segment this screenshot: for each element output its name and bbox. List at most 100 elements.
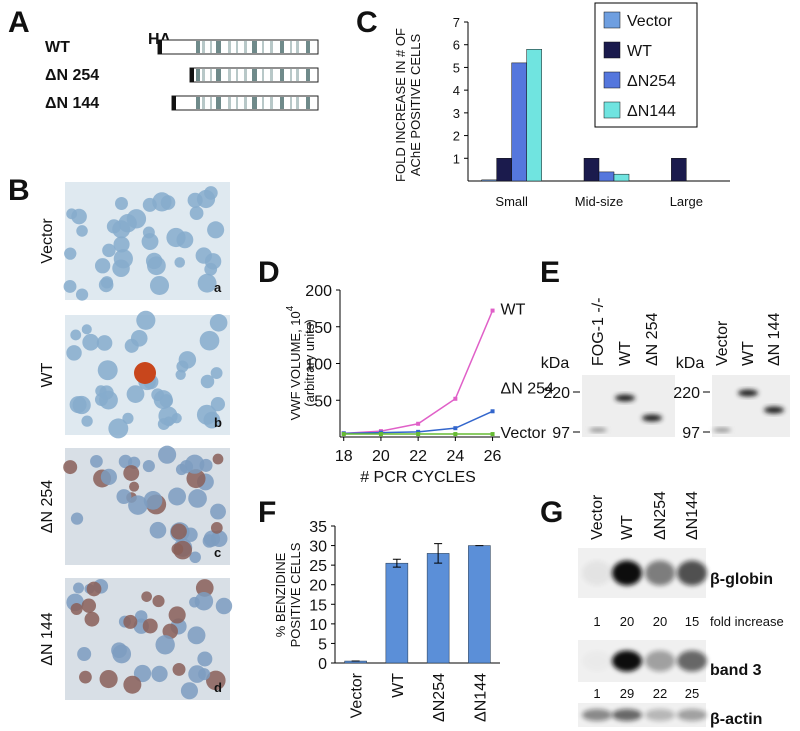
cell [157, 418, 170, 430]
micrograph-letter: b [214, 415, 222, 430]
ha-tag [190, 68, 194, 82]
x-tick-label: Large [670, 194, 703, 209]
cell [123, 614, 138, 629]
cell [81, 598, 97, 613]
cell [209, 313, 228, 332]
y-axis-label: FOLD INCREASE IN # OF [393, 28, 408, 182]
panel-label: A [8, 6, 30, 39]
cell [94, 258, 111, 274]
cell [188, 489, 207, 508]
fold-value: 15 [685, 614, 699, 629]
micrograph-label: Vector [39, 218, 56, 264]
domain-stripe [262, 41, 264, 53]
micrograph-label: WT [39, 362, 56, 387]
ha-tag [172, 96, 176, 110]
cell [112, 220, 131, 239]
marker-label: 220 [673, 385, 700, 402]
cell [142, 460, 155, 473]
cell [112, 644, 132, 664]
y-axis-unit: (arbitrary units) [302, 319, 317, 406]
gel-band [764, 406, 784, 414]
y-axis-exponent: 4 [285, 305, 296, 311]
x-axis-label: # PCR CYCLES [360, 469, 476, 486]
row-label: β-globin [710, 571, 773, 588]
cell [141, 233, 159, 250]
row-label: band 3 [710, 662, 762, 679]
domain-stripe [216, 97, 221, 109]
panel-label: C [356, 6, 378, 39]
y-tick-label: 0 [318, 656, 327, 673]
marker-label: 220 [543, 385, 570, 402]
cell [115, 196, 128, 210]
cell [66, 208, 78, 220]
cell [178, 351, 197, 369]
construct-name: ΔN 254 [45, 67, 99, 84]
point [453, 426, 458, 431]
lane-label: WT [619, 515, 636, 540]
domain-stripe [252, 97, 257, 109]
cell [162, 623, 178, 640]
gel [582, 375, 675, 437]
point [490, 308, 495, 313]
x-tick-label: Small [495, 194, 528, 209]
domain-stripe [280, 69, 284, 81]
unit-label: kDa [676, 355, 705, 372]
panel-label: E [540, 256, 560, 289]
cell [147, 256, 166, 276]
domain-stripe [216, 69, 221, 81]
row-label: β-actin [710, 711, 762, 728]
point [453, 432, 458, 437]
bar [613, 173, 630, 182]
cell [73, 582, 84, 594]
domain-stripe [280, 41, 284, 53]
gel-band [645, 560, 675, 586]
construct-name: ΔN 144 [45, 95, 99, 112]
series-label: Vector [501, 425, 547, 442]
cell [174, 257, 185, 268]
micrograph [63, 182, 230, 301]
domain-stripe [270, 97, 273, 109]
y-tick-label: 3 [453, 106, 460, 121]
domain-stripe [196, 97, 200, 109]
cell [189, 206, 204, 221]
bar [671, 158, 687, 182]
cell [123, 675, 142, 694]
micrograph-label: ΔN 144 [39, 612, 56, 665]
gel-band [677, 709, 707, 721]
domain-stripe [306, 97, 310, 109]
domain-stripe [296, 41, 299, 53]
cell [143, 491, 163, 510]
cell [197, 651, 213, 667]
point [490, 409, 495, 414]
y-tick-label: 7 [453, 15, 460, 30]
domain-stripe [306, 69, 310, 81]
fold-value: 20 [620, 614, 634, 629]
lane-label: Vector [714, 320, 731, 366]
micrograph-label: ΔN 254 [39, 480, 56, 533]
cell [176, 231, 194, 249]
cell [100, 276, 114, 289]
unit-label: kDa [541, 355, 570, 372]
lane-label: ΔN144 [684, 491, 701, 540]
marker-label: 97 [552, 425, 570, 442]
domain-stripe [252, 41, 257, 53]
cell [86, 581, 102, 597]
point [453, 396, 458, 401]
panel-label: F [258, 496, 276, 529]
cell [196, 189, 216, 209]
cell [203, 411, 221, 429]
legend-label: ΔN144 [627, 103, 676, 120]
point [416, 429, 421, 434]
domain-stripe [296, 97, 299, 109]
gel-band [612, 560, 642, 586]
series-line [343, 310, 494, 435]
lane-label: WT [617, 341, 634, 366]
y-tick-label: 100 [305, 357, 332, 374]
point [416, 421, 421, 426]
point [378, 432, 383, 437]
y-tick-label: 25 [309, 558, 327, 575]
y-tick-label: 4 [453, 83, 460, 98]
panel-label: G [540, 496, 563, 529]
cell [155, 635, 175, 655]
cell [206, 670, 226, 691]
